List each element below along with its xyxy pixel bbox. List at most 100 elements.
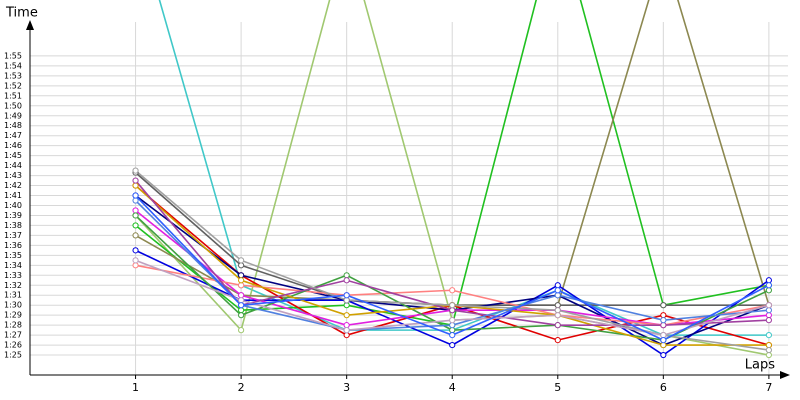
point [765, 341, 772, 349]
point [132, 192, 139, 199]
point [238, 282, 245, 289]
x-tick-label: 4 [449, 381, 456, 394]
point [343, 327, 350, 334]
point [554, 312, 561, 319]
point [238, 327, 245, 334]
point [132, 232, 139, 239]
y-tick-label: 1:27 [4, 331, 22, 340]
y-tick-label: 1:54 [4, 61, 22, 70]
y-tick-label: 1:46 [4, 141, 22, 150]
y-tick-label: 1:51 [4, 91, 22, 100]
y-tick-label: 1:50 [4, 101, 22, 110]
point [238, 297, 245, 304]
point [765, 302, 772, 309]
point [449, 317, 456, 324]
x-arrow [780, 371, 790, 379]
x-tick-label: 5 [554, 381, 561, 394]
y-tick-label: 1:47 [4, 131, 22, 140]
point [554, 337, 561, 344]
point [765, 282, 772, 289]
point [132, 212, 139, 219]
y-tick-label: 1:41 [4, 191, 22, 200]
point [660, 322, 667, 329]
point [554, 282, 561, 289]
point [132, 257, 139, 264]
point [343, 312, 350, 319]
point [449, 322, 456, 329]
y-tick-label: 1:49 [4, 111, 22, 120]
y-tick-label: 1:44 [4, 161, 22, 170]
y-tick-label: 1:45 [4, 151, 22, 160]
point [343, 277, 350, 284]
y-tick-label: 1:33 [4, 271, 22, 280]
y-tick-label: 1:29 [4, 311, 22, 320]
point [765, 307, 772, 314]
point [343, 322, 350, 329]
y-tick-label: 1:42 [4, 181, 22, 190]
point [660, 317, 667, 324]
y-tick-label: 1:43 [4, 171, 22, 180]
point [238, 262, 245, 269]
point [660, 341, 667, 349]
point [449, 307, 456, 314]
point [765, 312, 772, 319]
x-tick-label: 3 [343, 381, 350, 394]
y-tick-label: 1:53 [4, 71, 22, 80]
y-tick-label: 1:37 [4, 231, 22, 240]
point [238, 292, 245, 299]
y-tick-label: 1:55 [4, 51, 22, 60]
y-tick-label: 1:30 [4, 301, 22, 310]
x-axis-label: Laps [745, 358, 775, 373]
y-tick-label: 1:35 [4, 251, 22, 260]
y-tick-label: 1:31 [4, 291, 22, 300]
x-tick-label: 6 [660, 381, 667, 394]
y-tick-label: 1:28 [4, 321, 22, 330]
point [449, 327, 456, 334]
point [449, 287, 456, 294]
point [660, 332, 667, 339]
x-tick-label: 2 [238, 381, 245, 394]
point [449, 341, 456, 349]
point [554, 307, 561, 314]
y-tick-label: 1:52 [4, 81, 22, 90]
point [132, 177, 139, 184]
point [132, 262, 139, 269]
point [449, 302, 456, 309]
point [765, 346, 772, 354]
x-tick-label: 7 [765, 381, 772, 394]
point [660, 312, 667, 319]
point [132, 182, 139, 189]
point [238, 312, 245, 319]
point [343, 292, 350, 299]
point [554, 292, 561, 299]
point [238, 307, 245, 314]
point [343, 272, 350, 279]
y-tick-label: 1:40 [4, 201, 22, 210]
point [238, 277, 245, 284]
y-tick-label: 1:39 [4, 211, 22, 220]
plot [132, 0, 772, 359]
point [660, 302, 667, 309]
point [660, 337, 667, 344]
point [238, 302, 245, 309]
x-tick-label: 1 [132, 381, 139, 394]
point [765, 287, 772, 294]
y-tick-label: 1:36 [4, 241, 22, 250]
point [343, 332, 350, 339]
y-tick-label: 1:38 [4, 221, 22, 230]
ticks: 1:251:261:271:281:291:301:311:321:331:34… [4, 51, 772, 394]
y-tick-label: 1:26 [4, 341, 22, 350]
point [765, 332, 772, 339]
point [660, 351, 667, 359]
point [765, 277, 772, 284]
point [449, 332, 456, 339]
point [343, 297, 350, 304]
point [765, 317, 772, 324]
point [132, 247, 139, 254]
point [132, 222, 139, 229]
point [343, 302, 350, 309]
point [554, 302, 561, 309]
y-tick-label: 1:48 [4, 121, 22, 130]
point [554, 287, 561, 294]
